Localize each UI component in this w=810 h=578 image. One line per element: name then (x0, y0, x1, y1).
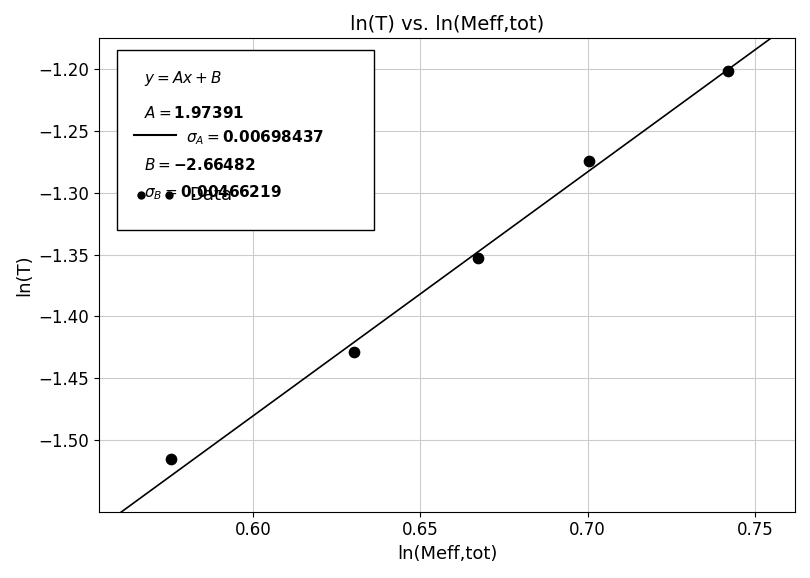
Text: $\sigma_A=$$\mathbf{0.00698437}$: $\sigma_A=$$\mathbf{0.00698437}$ (186, 128, 324, 147)
X-axis label: ln(Meff,tot): ln(Meff,tot) (397, 545, 497, 563)
Text: Data: Data (190, 186, 232, 203)
Text: $\sigma_B=$$\mathbf{0.00466219}$: $\sigma_B=$$\mathbf{0.00466219}$ (144, 184, 282, 202)
Point (347, 347, 360, 356)
Text: $y=Ax+B$: $y=Ax+B$ (144, 69, 222, 88)
Y-axis label: ln(T): ln(T) (15, 254, 33, 296)
Point (164, 454, 177, 464)
Text: $B=$$\mathbf{-2.66482}$: $B=$$\mathbf{-2.66482}$ (144, 157, 256, 173)
Point (471, 254, 484, 263)
Point (721, 66, 734, 76)
FancyBboxPatch shape (117, 50, 374, 230)
Text: $A=$$\mathbf{1.97391}$: $A=$$\mathbf{1.97391}$ (144, 105, 245, 121)
Point (582, 157, 595, 166)
Title: ln(T) vs. ln(Meff,tot): ln(T) vs. ln(Meff,tot) (350, 15, 544, 34)
